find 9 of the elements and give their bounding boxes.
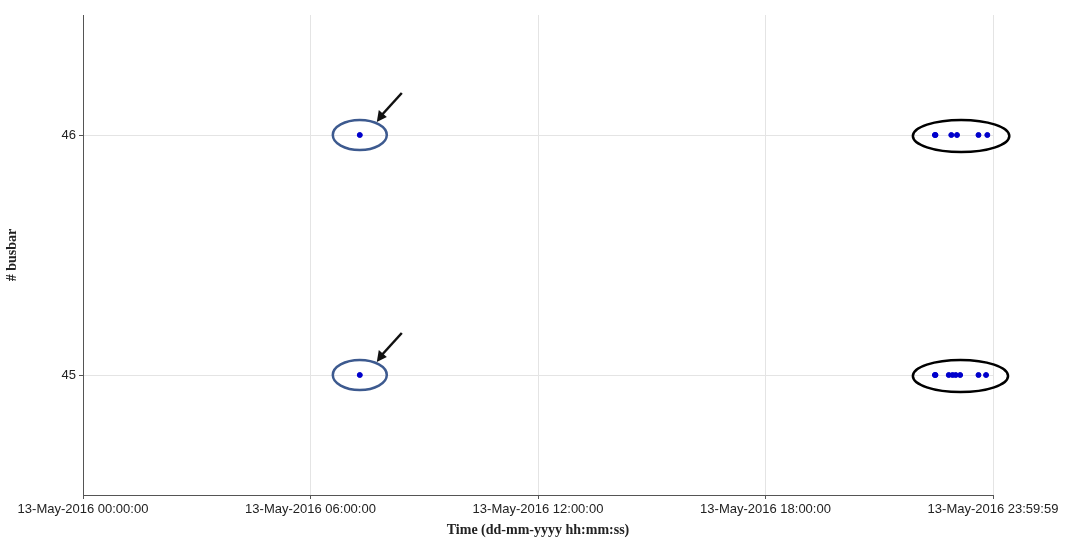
x-axis-title: Time (dd-mm-yyyy hh:mm:ss) [446,522,630,539]
y-tick-label: 45 [61,366,76,382]
y-tick-label: 46 [61,126,76,142]
x-tick-label: 13-May-2016 12:00:00 [472,501,604,517]
x-tick-label: 13-May-2016 18:00:00 [700,501,831,517]
x-tick-label: 13-May-2016 06:00:00 [245,501,376,517]
x-tick-label: 13-May-2016 00:00:00 [17,501,149,517]
y-axis-title: # busbar [4,228,20,282]
x-tick-label: 13-May-2016 23:59:59 [927,501,1059,517]
